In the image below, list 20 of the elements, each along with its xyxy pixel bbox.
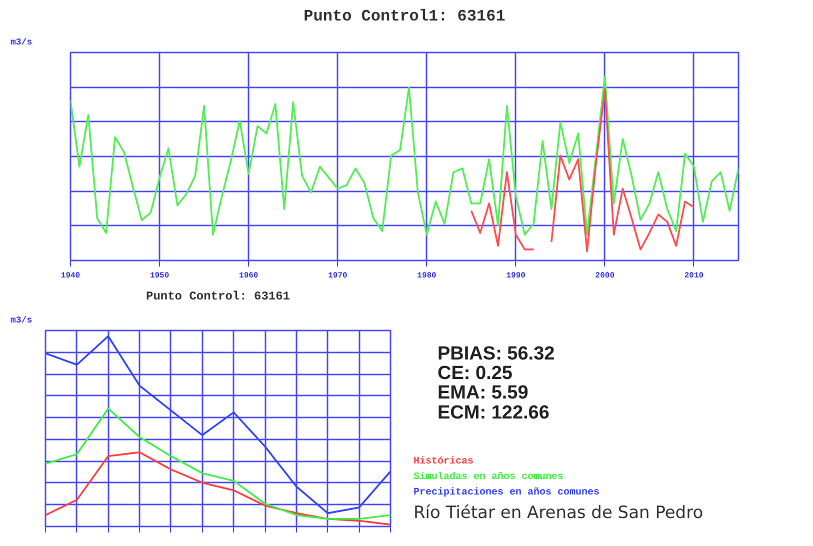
y-axis-title: m3/s (10, 316, 32, 326)
text: Históricas (414, 455, 474, 468)
text: Simuladas en años comunes (414, 471, 564, 483)
x-tick-label: 1980 (417, 272, 437, 280)
x-tick-label: 1970 (328, 272, 348, 280)
x-tick-label: 1940 (60, 272, 80, 280)
text: PBIAS: 56.32 (438, 344, 555, 365)
chart-title: Punto Control: 63161 (146, 290, 290, 304)
chart-title: Punto Control1: 63161 (304, 8, 506, 26)
x-tick-label: 1990 (506, 272, 526, 280)
text: Río Tiétar en Arenas de San Pedro (414, 502, 704, 523)
y-axis-title: m3/s (10, 38, 32, 48)
x-tick-label: 1950 (150, 272, 170, 280)
text: ECM: 122.66 (438, 402, 550, 424)
text: Precipitaciones en años comunes (414, 486, 600, 499)
text: EMA: 5.59 (438, 382, 528, 404)
x-tick-label: 2000 (595, 272, 615, 280)
x-tick-label: 2010 (684, 272, 704, 280)
x-tick-label: 1960 (239, 272, 258, 280)
text: CE: 0.25 (438, 363, 513, 384)
